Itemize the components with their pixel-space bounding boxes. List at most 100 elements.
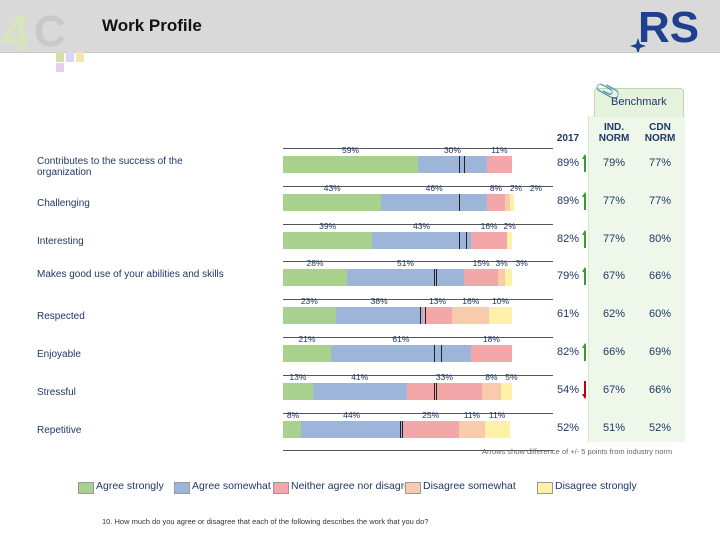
ind-norm-marker [399,420,401,438]
value-2017: 79% [556,270,580,283]
page-title: Work Profile [102,16,202,35]
data-label: 16% [480,220,498,231]
row-divider [283,299,553,301]
bar-segment [301,420,403,438]
bar-segment [406,382,483,400]
stacked-bar [283,156,512,173]
value-ind-norm: 67% [602,270,626,283]
cdn-norm-marker [459,156,461,173]
ind-norm-marker [424,307,426,325]
cdn-norm-marker [441,345,442,362]
bar-segment [283,231,373,249]
bar-segment [283,193,382,211]
arrow-up-icon [582,229,586,248]
row-divider [283,148,553,149]
row-divider [283,185,553,187]
value-cdn-norm: 77% [648,157,672,169]
ind-norm-marker [463,156,465,173]
bar-segment [498,269,506,287]
legend-label: Disagree somewhat [423,480,516,492]
data-label: 2% [509,182,523,193]
data-label: 23% [300,296,318,307]
bar-segment [283,307,336,325]
data-label: 44% [343,409,361,420]
legend-swatch [537,482,553,494]
data-label: 61% [392,334,410,344]
value-ind-norm: 77% [602,194,626,207]
row-divider [283,261,553,263]
cdn-norm-marker [459,193,461,211]
ind-norm-marker [436,382,438,400]
data-label: 11% [463,409,481,420]
legend-label: Disagree strongly [555,480,637,492]
data-label: 2% [529,182,543,193]
data-label: 18% [482,334,500,344]
row-label: Repetitive [37,424,82,436]
legend-swatch [405,482,421,494]
column-ind-norm: IND. NORM [598,122,630,144]
value-2017: 52% [556,421,580,434]
bar-segment [422,307,453,325]
row-label: Challenging [37,197,90,209]
value-ind-norm: 77% [602,232,626,245]
row-divider [283,374,553,376]
data-label: 51% [396,258,415,269]
data-label: 5% [505,371,518,382]
bar-segment [486,156,512,173]
ind-norm-marker [434,345,436,362]
bar-segment [283,269,348,287]
legend-label: Agree somewhat [192,480,271,492]
value-ind-norm: 51% [602,421,626,434]
column-cdn-norm: CDN NORM [644,122,676,144]
value-cdn-norm: 60% [648,308,672,321]
ind-norm-marker [436,269,438,287]
data-label: 8% [286,409,300,420]
bar-segment [482,382,501,400]
footnote: Arrows show difference of +/- 5 points f… [482,447,673,456]
row-divider [283,223,553,225]
4c-logo: 4 C [2,5,84,72]
bar-segment [452,307,490,325]
data-label: 30% [443,145,461,155]
data-label: 59% [342,145,360,155]
column-2017: 2017 [556,133,580,144]
value-ind-norm: 66% [602,346,626,358]
row-divider [283,412,553,414]
data-label: 25% [422,409,440,420]
legend-swatch [273,482,289,494]
data-label: 11% [488,409,506,420]
data-label: 3% [515,258,528,269]
header-bar [0,0,720,53]
data-label: 33% [435,371,453,382]
arrow-up-icon [582,191,586,210]
value-cdn-norm: 66% [648,383,672,396]
value-cdn-norm: 80% [648,232,672,245]
arrow-up-icon [582,343,586,361]
bar-segment [509,193,515,211]
data-label: 2% [503,220,516,231]
data-label: 39% [319,220,337,231]
bar-segment [463,269,499,287]
cdn-norm-marker [420,307,422,325]
bar-segment [283,345,332,362]
stacked-bar [283,382,512,400]
stacked-bar [283,269,512,287]
row-label: Contributes to the success of the organi… [37,156,183,178]
benchmark-tab: 📎 Benchmark [594,78,684,117]
svg-text:C: C [34,7,66,56]
bar-segment [418,156,487,173]
data-label: 43% [323,182,341,193]
data-label: 21% [298,334,316,344]
bar-segment [459,420,485,438]
row-divider [283,450,553,452]
question-text: 10. How much do you agree or disagree th… [102,517,429,526]
data-label: 15% [472,258,490,269]
data-label: 43% [413,220,431,231]
row-label: Enjoyable [37,349,81,360]
svg-text:4: 4 [2,5,30,61]
ind-norm-marker [459,231,461,249]
value-2017: 89% [556,157,580,169]
value-2017: 89% [556,194,580,207]
stacked-bar [283,307,512,325]
data-label: 41% [351,371,369,382]
